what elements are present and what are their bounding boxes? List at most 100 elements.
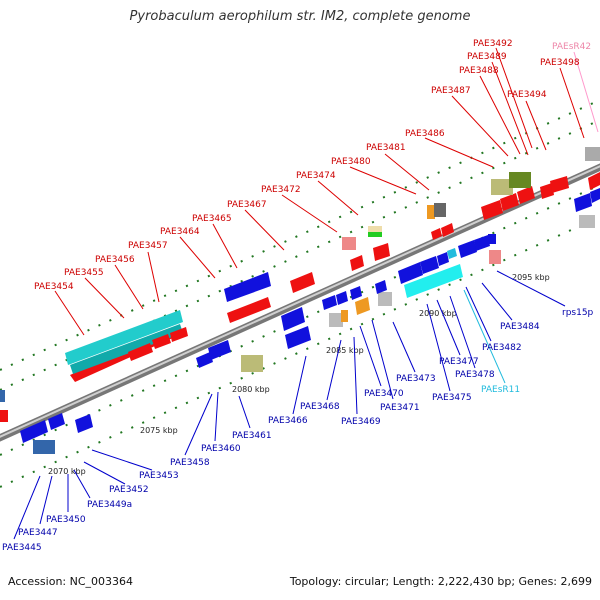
gene-feature — [431, 228, 442, 240]
gene-feature — [170, 327, 188, 342]
gene-feature — [368, 226, 382, 232]
gene-feature — [427, 205, 435, 219]
gene-feature — [350, 286, 362, 300]
gene-label: PAE3467 — [227, 200, 267, 210]
gene-label: PAEsR11 — [481, 385, 520, 395]
gene-feature — [509, 172, 531, 188]
gene-feature — [590, 188, 600, 203]
gene-feature — [336, 291, 348, 305]
gene-feature — [65, 310, 183, 365]
forward-leader-lines — [54, 47, 599, 336]
ruler-label: 2070 kbp — [48, 467, 86, 476]
forward-gene-labels: PAE3454 PAE3455 PAE3456 PAE3457 PAE3464 … — [34, 39, 591, 292]
gene-label: PAE3468 — [300, 402, 340, 412]
gene-label: PAE3472 — [261, 185, 301, 195]
gene-label: rps15p — [562, 308, 594, 318]
gene-feature — [322, 295, 337, 310]
gene-label: PAE3471 — [380, 403, 420, 413]
gene-label: PAE3478 — [455, 370, 495, 380]
gene-feature — [585, 147, 600, 161]
gene-feature — [75, 414, 93, 433]
gene-feature — [447, 248, 457, 259]
gene-label: PAE3458 — [170, 458, 210, 468]
gene-feature — [368, 232, 382, 237]
gene-feature — [70, 324, 183, 374]
gene-feature — [0, 410, 8, 422]
genome-summary-text: Topology: circular; Length: 2,222,430 bp… — [289, 575, 592, 588]
gene-label: PAE3466 — [268, 416, 308, 426]
gene-label: PAE3484 — [500, 322, 540, 332]
reverse-genes — [0, 188, 600, 454]
gene-feature — [0, 390, 5, 402]
ruler-label: 2080 kbp — [232, 385, 270, 394]
gene-label: PAE3470 — [364, 389, 404, 399]
gene-feature — [517, 186, 535, 204]
gene-feature — [355, 297, 370, 315]
gene-feature — [341, 310, 348, 322]
gene-track-guides — [0, 99, 600, 488]
gene-feature — [481, 200, 503, 220]
reverse-gene-labels: PAE3445 PAE3447 PAE3450 PAE3449a PAE3452… — [2, 308, 594, 553]
gene-feature — [574, 193, 592, 212]
gene-label: PAE3489 — [467, 52, 507, 62]
gene-feature — [491, 179, 513, 195]
gene-feature — [550, 176, 569, 193]
gene-feature — [579, 215, 595, 228]
gene-feature — [241, 355, 263, 372]
forward-genes — [0, 147, 600, 422]
ruler-label: 2090 kbp — [419, 309, 457, 318]
gene-label: PAE3492 — [473, 39, 513, 49]
gene-label: PAE3494 — [507, 90, 547, 100]
gene-feature — [224, 272, 271, 302]
gene-label: PAE3457 — [128, 241, 168, 251]
gene-feature — [342, 237, 356, 250]
gene-feature — [290, 272, 315, 293]
gene-feature — [227, 297, 271, 323]
gene-feature — [350, 255, 364, 271]
gene-label: PAE3488 — [459, 66, 499, 76]
gene-feature — [458, 240, 477, 258]
gene-label: PAE3460 — [201, 444, 241, 454]
gene-label: PAE3464 — [160, 227, 200, 237]
gene-feature — [434, 203, 446, 217]
gene-label: PAE3455 — [64, 268, 104, 278]
gene-feature — [48, 413, 65, 430]
gene-feature — [281, 307, 305, 331]
gene-feature — [500, 193, 519, 211]
gene-label: PAE3474 — [296, 171, 336, 181]
reverse-leader-lines — [13, 270, 566, 540]
gene-label: PAE3447 — [18, 528, 58, 538]
gene-feature — [540, 183, 554, 199]
gene-feature — [488, 234, 496, 244]
gene-label: PAE3456 — [95, 255, 135, 265]
ruler-label: 2075 kbp — [140, 426, 178, 435]
gene-feature — [329, 313, 343, 327]
gene-feature — [420, 256, 439, 274]
gene-feature — [33, 440, 55, 454]
gene-label: PAE3480 — [331, 157, 371, 167]
gene-label: PAE3481 — [366, 143, 406, 153]
gene-feature — [441, 223, 454, 237]
ruler-label: 2085 kbp — [326, 346, 364, 355]
gene-label: PAE3487 — [431, 86, 471, 96]
gene-feature — [196, 352, 213, 368]
gene-feature — [474, 235, 490, 251]
gene-feature — [588, 172, 600, 190]
gene-feature — [152, 334, 171, 349]
gene-label: PAEsR42 — [552, 42, 591, 52]
gene-label: PAE3498 — [540, 58, 580, 68]
gene-label: PAE3465 — [192, 214, 232, 224]
gene-label: PAE3469 — [341, 417, 381, 427]
gene-feature — [128, 343, 153, 361]
gene-feature — [378, 292, 392, 306]
gene-label: PAE3449a — [87, 500, 132, 510]
gene-label: PAE3454 — [34, 282, 74, 292]
gene-label: PAE3482 — [482, 343, 522, 353]
gene-label: PAE3461 — [232, 431, 272, 441]
gene-label: PAE3477 — [439, 357, 479, 367]
gene-label: PAE3475 — [432, 393, 472, 403]
gene-feature — [489, 250, 501, 264]
ruler-label: 2095 kbp — [512, 273, 550, 282]
gene-feature — [373, 243, 390, 261]
